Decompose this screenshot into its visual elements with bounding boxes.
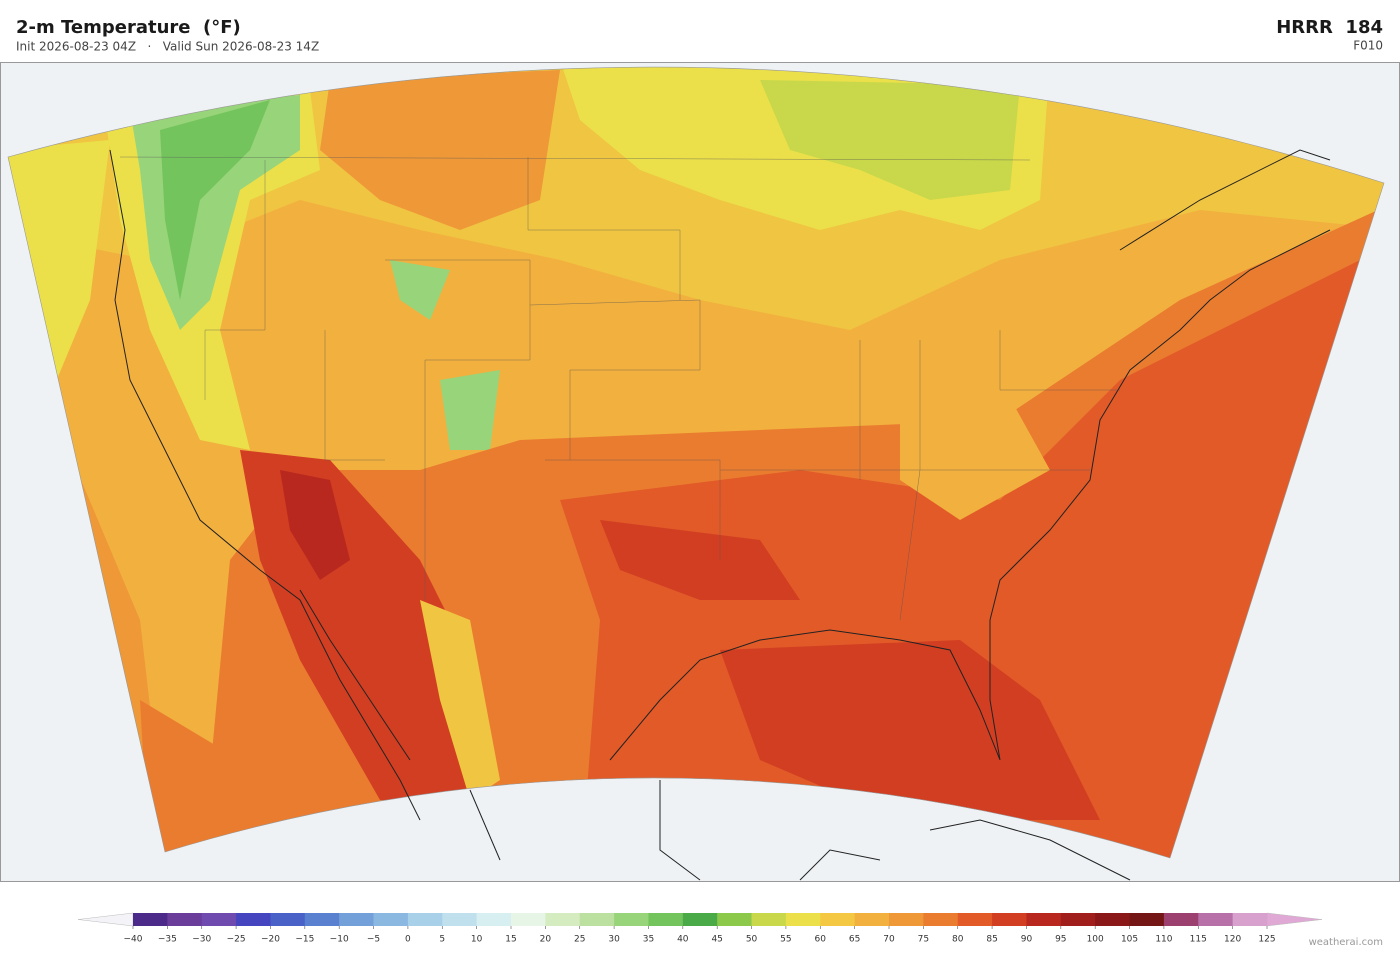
colorbar-segment [304, 913, 340, 926]
colorbar-tick-label: 5 [439, 935, 445, 945]
colorbar-tick-label: −30 [192, 935, 211, 945]
colorbar-over [1266, 912, 1323, 927]
colorbar-segment [648, 913, 684, 926]
colorbar-tick-label: 60 [815, 935, 827, 945]
colorbar-segment [442, 913, 478, 926]
colorbar-segment [545, 913, 581, 926]
colorbar-segment [957, 913, 993, 926]
colorbar-under [77, 912, 134, 927]
colorbar-segment [270, 913, 306, 926]
credit: weatherai.com [1309, 937, 1383, 948]
colorbar-segment [854, 913, 890, 926]
model-label: HRRR 184 [1276, 17, 1383, 38]
colorbar-tick-label: 70 [883, 935, 895, 945]
colorbar-segment [339, 913, 374, 926]
colorbar-tick-label: −35 [158, 935, 177, 945]
colorbar-segment [167, 913, 203, 926]
colorbar-tick-label: −25 [227, 935, 246, 945]
colorbar-segment [682, 913, 718, 926]
colorbar-segment [407, 913, 443, 926]
colorbar-segment [1232, 913, 1268, 926]
forecast-hour: F010 [1353, 39, 1383, 53]
colorbar-tick-label: −40 [124, 935, 143, 945]
colorbar-segment [889, 913, 924, 926]
colorbar-segment [992, 913, 1027, 926]
colorbar-segment [820, 913, 856, 926]
colorbar-tick-label: 110 [1155, 935, 1172, 945]
colorbar-tick-label: 105 [1121, 935, 1138, 945]
colorbar-tick-label: 50 [746, 935, 758, 945]
colorbar-tick-label: 120 [1224, 935, 1241, 945]
colorbar-tick-label: 95 [1055, 935, 1066, 945]
colorbar-segment [717, 913, 752, 926]
colorbar-tick-label: 25 [574, 935, 585, 945]
colorbar-tick-label: −15 [295, 935, 314, 945]
colorbar-tick-label: 35 [643, 935, 654, 945]
colorbar-tick-label: 90 [1021, 935, 1033, 945]
colorbar-tick-label: −5 [367, 935, 380, 945]
colorbar-segment [1129, 913, 1165, 926]
colorbar-tick-label: −20 [261, 935, 280, 945]
colorbar: −40 −35 −30 −25 −20 −15 −10 −5 0 5 10 15 20 25 30 35 40 4… [77, 912, 1323, 945]
colorbar-tick-label: −10 [330, 935, 349, 945]
colorbar-tick-label: 80 [952, 935, 964, 945]
colorbar-tick-label: 10 [471, 935, 483, 945]
colorbar-segment [201, 913, 237, 926]
colorbar-tick-label: 40 [677, 935, 689, 945]
colorbar-segment [579, 913, 615, 926]
colorbar-segment [1095, 913, 1130, 926]
subtitle: Init 2026-08-23 04Z · Valid Sun 2026-08-… [16, 40, 319, 54]
colorbar-tick-label: 125 [1258, 935, 1275, 945]
colorbar-segment [785, 913, 821, 926]
colorbar-segment [476, 913, 512, 926]
colorbar-segment [751, 913, 787, 926]
colorbar-tick-label: 55 [780, 935, 791, 945]
colorbar-segment [614, 913, 649, 926]
colorbar-segment [511, 913, 546, 926]
colorbar-segment [1198, 913, 1234, 926]
colorbar-tick-label: 30 [608, 935, 620, 945]
colorbar-tick-label: 65 [849, 935, 860, 945]
colorbar-tick-label: 75 [918, 935, 929, 945]
colorbar-tick-label: 45 [711, 935, 722, 945]
title: 2-m Temperature (°F) [16, 17, 241, 38]
colorbar-tick-label: 20 [540, 935, 552, 945]
domain-edge [7, 66, 1385, 859]
colorbar-tick-label: 15 [505, 935, 516, 945]
colorbar-segment [1060, 913, 1096, 926]
colorbar-tick-label: 115 [1190, 935, 1207, 945]
map [0, 62, 1400, 882]
coastlines [109, 149, 1331, 881]
colorbar-segment [1163, 913, 1199, 926]
colorbar-tick-label: 100 [1087, 935, 1104, 945]
colorbar-tick-label: 85 [986, 935, 997, 945]
temperature-field [8, 67, 1384, 858]
colorbar-segment [133, 913, 168, 926]
colorbar-tick-label: 0 [405, 935, 411, 945]
colorbar-segment [923, 913, 959, 926]
colorbar-segment [373, 913, 409, 926]
colorbar-segment [1026, 913, 1062, 926]
colorbar-segment [236, 913, 271, 926]
state-borders [119, 156, 1120, 621]
